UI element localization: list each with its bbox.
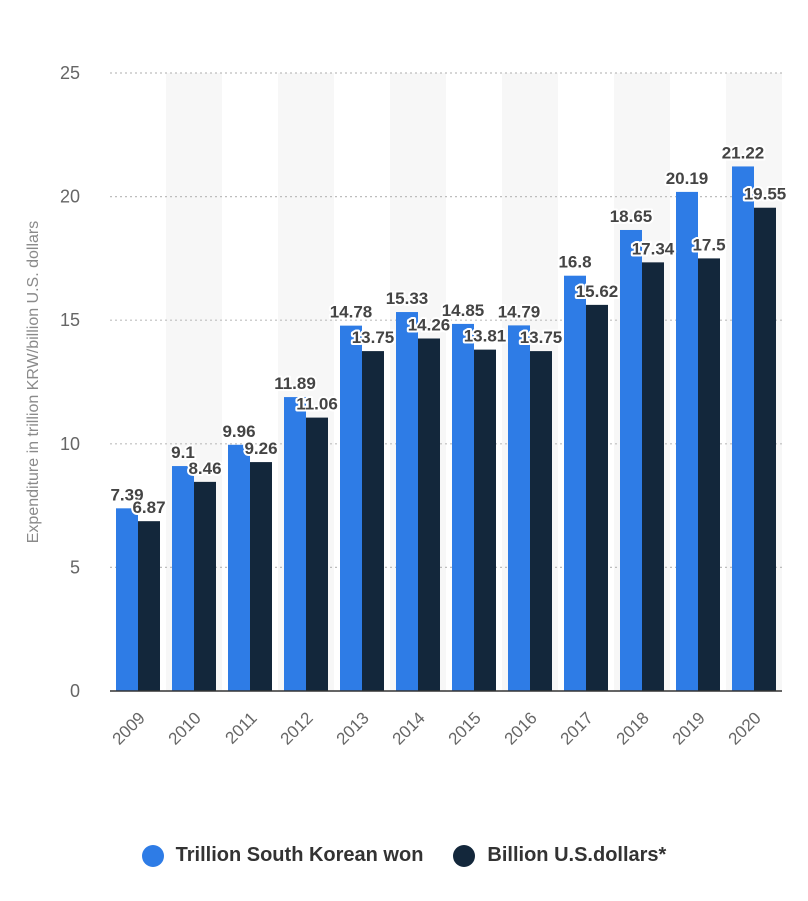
bar-chart: 7.396.87 9.18.469.969.26 11.89 11.06 14.78 13… [25, 63, 788, 749]
data-label-krw-2010: 9.1 [171, 443, 195, 462]
legend-item-usd[interactable]: Billion U.S.dollars* [453, 844, 666, 867]
bar-krw-2011 [228, 444, 250, 691]
bar-usd-2014 [418, 338, 440, 691]
bar-krw-2016 [508, 325, 530, 691]
legend-swatch-usd [453, 844, 476, 867]
legend: Trillion South Korean won Billion U.S.do… [0, 844, 808, 867]
bar-krw-2010 [172, 466, 194, 691]
data-label-usd-2018: 17.34 [632, 239, 675, 258]
data-label-krw-2016: 14.79 [498, 302, 541, 321]
legend-label-usd: Billion U.S.dollars* [487, 844, 667, 866]
y-tick-5: 5 [70, 557, 80, 577]
bar-krw-2018 [620, 229, 642, 692]
x-tick-2018: 2018 [613, 708, 653, 748]
data-label-krw-2019: 20.19 [666, 169, 709, 188]
legend-swatch-krw [141, 844, 164, 867]
x-tick-2011: 2011 [222, 708, 261, 747]
data-label-krw-2009: 7.39 [110, 485, 143, 504]
x-tick-2019: 2019 [669, 708, 709, 748]
x-axis-ticks: 2009 2010 2011 2012 2013 2014 2015 2016 2017 2018… [109, 708, 765, 748]
bar-krw-2019 [676, 191, 698, 691]
data-label-usd-2010: 8.46 [188, 459, 221, 478]
bar-krw-2017 [564, 275, 586, 691]
bar-krw-2012 [284, 397, 306, 691]
data-label-krw-2018: 18.65 [610, 207, 653, 226]
bar-usd-2020 [754, 207, 776, 691]
bar-usd-2019 [698, 258, 720, 691]
y-tick-15: 15 [60, 310, 80, 330]
x-tick-2012: 2012 [277, 708, 317, 748]
x-tick-2013: 2013 [333, 708, 373, 748]
bars [116, 166, 776, 692]
data-label-krw-2015: 14.85 [442, 301, 485, 320]
x-tick-2009: 2009 [109, 708, 149, 748]
x-tick-2017: 2017 [557, 708, 597, 748]
data-label-krw-2011: 9.96 [222, 422, 255, 441]
y-axis-label: Expenditure in trillion KRW/billion U.S.… [25, 221, 42, 544]
bar-usd-2015 [474, 349, 496, 691]
data-label-usd-2014: 14.26 [408, 315, 451, 334]
x-tick-2015: 2015 [445, 708, 485, 748]
y-tick-25: 25 [60, 63, 80, 83]
data-label-usd-2011: 9.26 [244, 439, 277, 458]
y-tick-10: 10 [60, 434, 80, 454]
x-tick-2020: 2020 [725, 708, 765, 748]
y-tick-0: 0 [70, 681, 80, 701]
data-label-usd-2012: 11.06 [296, 395, 338, 414]
bar-krw-2020 [732, 166, 754, 692]
data-label-usd-2017: 15.62 [576, 282, 619, 301]
bar-usd-2018 [642, 262, 664, 691]
bar-usd-2012 [306, 417, 328, 691]
data-label-krw-2013: 14.78 [330, 303, 373, 322]
bar-usd-2010 [194, 481, 216, 691]
x-tick-2014: 2014 [389, 708, 429, 748]
data-label-krw-2017: 16.8 [558, 253, 591, 272]
bar-krw-2009 [116, 508, 138, 691]
gridlines [110, 72, 782, 569]
data-labels: 7.396.87 9.18.469.969.26 11.89 11.06 14.78 13… [108, 141, 788, 519]
x-tick-2016: 2016 [501, 708, 541, 748]
data-label-usd-2013: 13.75 [352, 328, 395, 347]
bar-usd-2011 [250, 462, 272, 691]
x-tick-2010: 2010 [165, 708, 205, 748]
bar-krw-2014 [396, 312, 418, 691]
y-tick-20: 20 [60, 187, 80, 207]
data-label-usd-2009: 6.87 [132, 498, 165, 517]
bar-usd-2016 [530, 351, 552, 691]
data-label-usd-2019: 17.5 [692, 235, 725, 254]
y-axis-ticks: 0 5 10 15 20 25 [60, 63, 80, 701]
legend-label-krw: Trillion South Korean won [175, 844, 424, 866]
legend-item-krw[interactable]: Trillion South Korean won [141, 844, 424, 867]
data-label-usd-2020: 19.55 [744, 185, 787, 204]
bar-usd-2009 [138, 521, 160, 691]
data-label-usd-2015: 13.81 [464, 327, 507, 346]
data-label-krw-2012: 11.89 [274, 374, 316, 393]
data-label-krw-2014: 15.33 [386, 289, 429, 308]
bar-usd-2017 [586, 304, 608, 691]
bar-usd-2013 [362, 351, 384, 691]
bar-krw-2013 [340, 325, 362, 691]
bar-krw-2015 [452, 323, 474, 691]
data-label-krw-2020: 21.22 [722, 143, 765, 162]
data-label-usd-2016: 13.75 [520, 328, 563, 347]
